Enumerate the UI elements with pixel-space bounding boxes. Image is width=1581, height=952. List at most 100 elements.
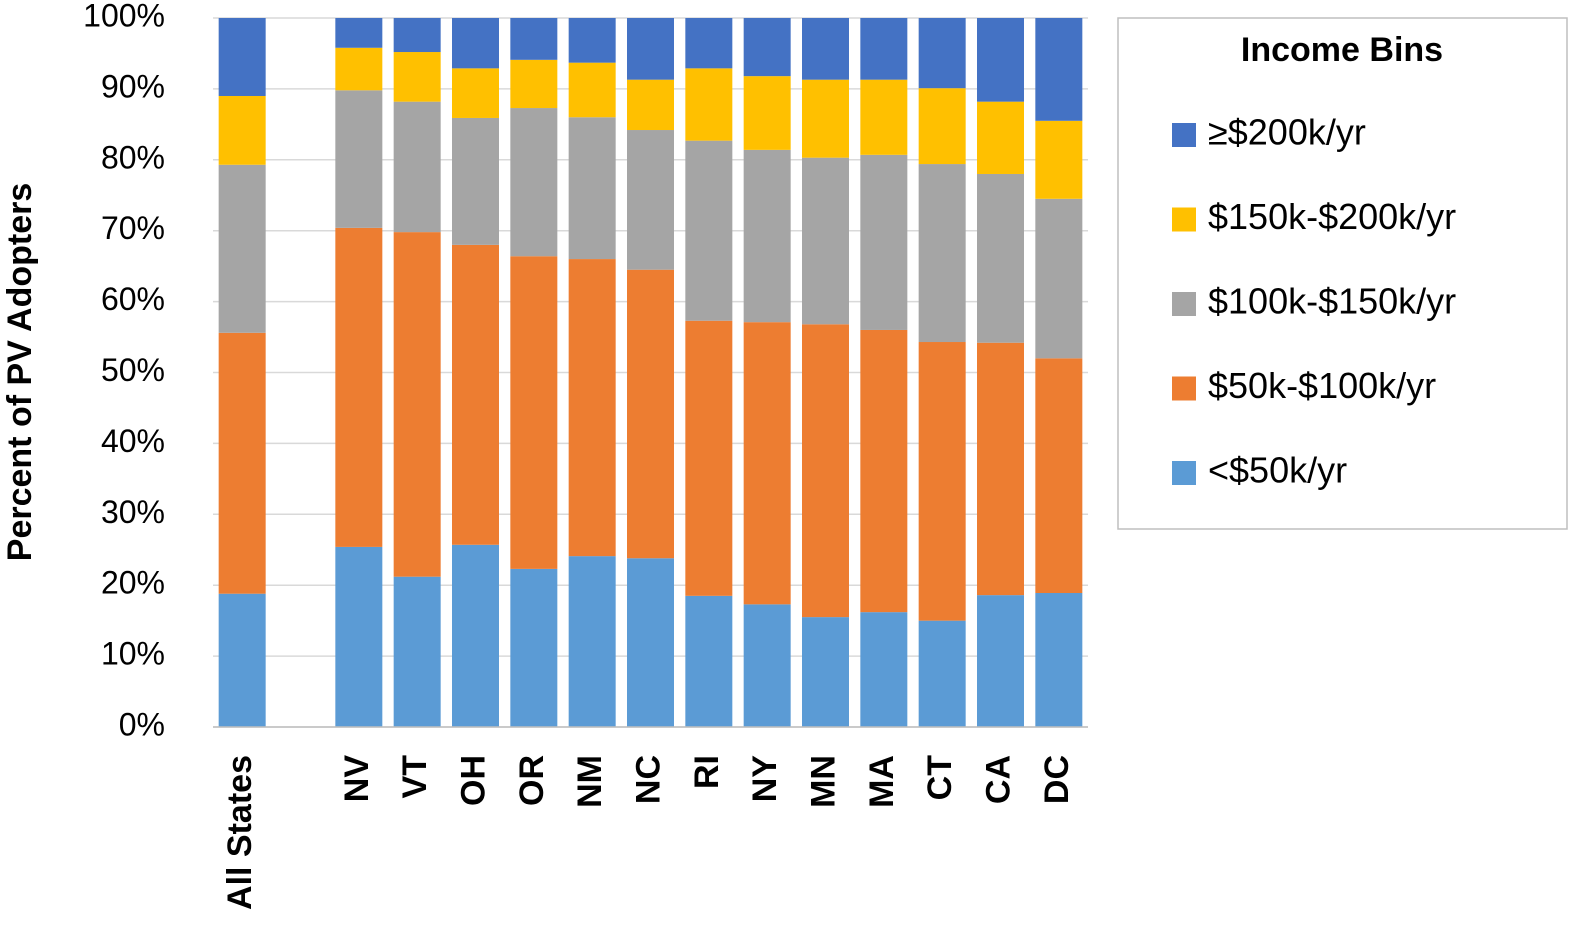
bar-segment bbox=[802, 18, 849, 80]
bar-segment bbox=[860, 18, 908, 80]
x-tick-label: VT bbox=[396, 755, 434, 799]
bar-segment bbox=[685, 68, 733, 141]
bar-segment bbox=[802, 324, 849, 618]
bar-segment bbox=[627, 79, 674, 131]
legend-label: <$50k/yr bbox=[1208, 450, 1347, 491]
bar-segment bbox=[743, 18, 791, 77]
bar-segment bbox=[393, 576, 441, 727]
bar-segment bbox=[568, 556, 616, 727]
x-tick-label: NY bbox=[746, 755, 784, 803]
bar-segment bbox=[1035, 358, 1083, 593]
bar-segment bbox=[685, 18, 733, 69]
legend-label: $150k-$200k/yr bbox=[1208, 196, 1456, 237]
bar-segment bbox=[860, 154, 908, 330]
x-tick-label: DC bbox=[1038, 755, 1076, 804]
legend-box bbox=[1117, 17, 1568, 530]
bar-segment bbox=[977, 342, 1024, 596]
legend-title: Income Bins bbox=[1241, 31, 1443, 69]
bar-segment bbox=[685, 595, 733, 727]
y-tick-label: 80% bbox=[101, 139, 165, 175]
bar-segment bbox=[510, 18, 558, 60]
legend-swatch bbox=[1172, 376, 1196, 401]
bar-segment bbox=[218, 164, 266, 333]
y-tick-label: 50% bbox=[101, 352, 165, 388]
x-tick-label: MA bbox=[863, 755, 901, 808]
bar-segment bbox=[1035, 198, 1083, 359]
bar-segment bbox=[393, 52, 441, 102]
bar-segment bbox=[977, 18, 1024, 102]
bar-segment bbox=[685, 320, 733, 596]
x-tick-label: MN bbox=[804, 755, 842, 808]
legend-label: $100k-$150k/yr bbox=[1208, 281, 1456, 322]
y-tick-label: 100% bbox=[83, 0, 165, 33]
bar-segment bbox=[627, 558, 674, 727]
bar-segment bbox=[802, 157, 849, 325]
bar-segment bbox=[393, 101, 441, 233]
bar-segment bbox=[452, 244, 499, 545]
bar-segment bbox=[743, 604, 791, 727]
bar-segment bbox=[743, 149, 791, 323]
bar-segment bbox=[860, 329, 908, 613]
bar-segment bbox=[1035, 592, 1083, 727]
bar-segment bbox=[743, 76, 791, 150]
bar-segment bbox=[510, 256, 558, 569]
bar-segment bbox=[1035, 120, 1083, 199]
bar-segment bbox=[977, 595, 1024, 727]
y-tick-label: 40% bbox=[101, 423, 165, 459]
x-tick-label: OR bbox=[513, 755, 551, 806]
y-tick-label: 20% bbox=[101, 565, 165, 601]
bar-segment bbox=[393, 18, 441, 53]
bar-segment bbox=[802, 617, 849, 727]
x-tick-label: NV bbox=[338, 755, 376, 803]
bar-segment bbox=[510, 568, 558, 727]
y-tick-label: 0% bbox=[119, 706, 165, 742]
bar-segment bbox=[918, 88, 966, 165]
bar-segment bbox=[218, 332, 266, 594]
y-axis-title: Percent of PV Adopters bbox=[1, 183, 39, 561]
bar-segment bbox=[510, 59, 558, 109]
bar-segment bbox=[452, 544, 499, 727]
bar-segment bbox=[218, 593, 266, 727]
bar-segment bbox=[568, 18, 616, 63]
y-tick-label: 70% bbox=[101, 210, 165, 246]
bar-segment bbox=[918, 342, 966, 621]
y-tick-label: 90% bbox=[101, 68, 165, 104]
x-tick-label: All States bbox=[221, 755, 259, 910]
x-tick-label: NM bbox=[571, 755, 609, 808]
bar-segment bbox=[568, 62, 616, 118]
x-tick-label: CT bbox=[921, 755, 959, 801]
x-tick-label: OH bbox=[454, 755, 492, 806]
bar-segment bbox=[918, 164, 966, 343]
bar-segment bbox=[218, 95, 266, 165]
bar-segment bbox=[218, 18, 266, 96]
bar-segment bbox=[860, 79, 908, 155]
bar-segment bbox=[335, 227, 383, 547]
bar-segment bbox=[568, 117, 616, 260]
bar-segment bbox=[802, 79, 849, 158]
legend-swatch bbox=[1172, 292, 1196, 316]
legend-label: ≥$200k/yr bbox=[1208, 112, 1366, 153]
bar-segment bbox=[452, 68, 499, 118]
legend-swatch bbox=[1172, 461, 1196, 485]
y-tick-label: 60% bbox=[101, 281, 165, 317]
bar-segment bbox=[918, 620, 966, 727]
bar-segment bbox=[335, 90, 383, 228]
x-tick-label: RI bbox=[688, 755, 726, 789]
bar-segment bbox=[627, 130, 674, 270]
bar-segment bbox=[393, 232, 441, 577]
bar-segment bbox=[743, 322, 791, 605]
bar-segment bbox=[335, 47, 383, 91]
bar-segment bbox=[918, 18, 966, 89]
bar-segment bbox=[977, 101, 1024, 174]
bar-segment bbox=[568, 259, 616, 557]
bar-segment bbox=[335, 546, 383, 727]
legend-swatch bbox=[1172, 207, 1196, 232]
bar-segment bbox=[335, 18, 383, 48]
y-tick-label: 10% bbox=[101, 636, 165, 672]
legend-swatch bbox=[1172, 123, 1196, 147]
bar-segment bbox=[860, 612, 908, 727]
bar-segment bbox=[452, 117, 499, 245]
bar-segment bbox=[1035, 18, 1083, 121]
bar-segment bbox=[510, 108, 558, 257]
